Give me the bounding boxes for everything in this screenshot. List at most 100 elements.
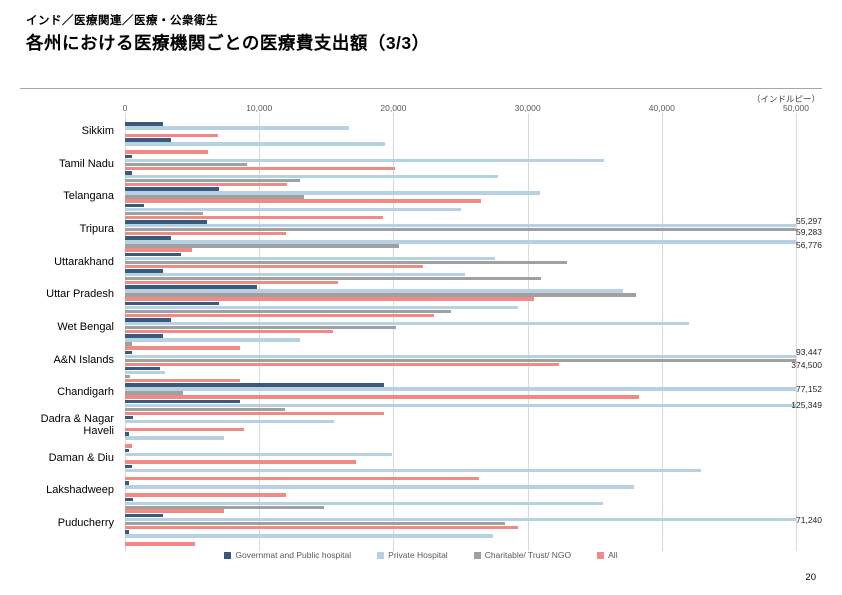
bar-private-hospital: [125, 174, 499, 179]
bar-charitable-trust-ngo: [125, 227, 796, 232]
bar-governmat-and-public-hospital: [125, 334, 163, 338]
bar-all: [125, 525, 519, 530]
chart-legend: Governmat and Public hospital Private Hos…: [0, 550, 842, 560]
bar-governmat-and-public-hospital: [125, 366, 160, 371]
bar-all: [125, 313, 434, 318]
bar-all: [125, 133, 218, 138]
bar-all: [125, 329, 333, 334]
bar-private-hospital: [125, 305, 519, 310]
bar-all: [125, 460, 356, 464]
bar-charitable-trust-ngo: [125, 276, 541, 281]
category-label: Tripura: [79, 222, 114, 235]
gridline: [527, 113, 529, 551]
bar-governmat-and-public-hospital: [125, 481, 129, 485]
bar-charitable-trust-ngo: [125, 407, 285, 412]
bar-private-hospital: [125, 501, 603, 506]
bar-charitable-trust-ngo: [125, 374, 131, 379]
legend-item: Private Hospital: [377, 550, 448, 560]
bar-all: [125, 509, 225, 513]
bar-all: [125, 297, 535, 301]
page-title: 各州における医療機関ごとの医療費支出額（3/3）: [26, 33, 430, 53]
legend-swatch-icon: [224, 551, 232, 559]
legend-label: Private Hospital: [388, 550, 448, 560]
bar-all: [125, 264, 423, 269]
bar-private-hospital: [125, 403, 796, 408]
bar-private-hospital: [125, 387, 796, 391]
bar-governmat-and-public-hospital: [125, 432, 129, 436]
bar-value-label: 125,349: [791, 400, 822, 411]
bar-governmat-and-public-hospital: [125, 530, 129, 534]
bar-private-hospital: [125, 485, 634, 489]
axis-unit-label: （インドルピー）: [751, 94, 820, 104]
bar-charitable-trust-ngo: [125, 211, 203, 216]
category-label: Wet Bengal: [57, 320, 114, 333]
bar-all: [125, 493, 286, 497]
bar-private-hospital: [125, 256, 496, 261]
bar-charitable-trust-ngo: [125, 521, 505, 526]
legend-label: Charitable/ Trust/ NGO: [484, 550, 572, 560]
bar-private-hospital: [125, 289, 623, 293]
x-tick-label: 20,000: [380, 103, 407, 113]
bar-all: [125, 215, 383, 220]
bar-all: [125, 280, 339, 285]
legend-label: All: [608, 550, 618, 560]
x-tick-label: 0: [122, 103, 128, 113]
legend-item: Charitable/ Trust/ NGO: [473, 550, 572, 560]
bar-all: [125, 395, 639, 399]
bar-private-hospital: [125, 191, 540, 195]
bar-governmat-and-public-hospital: [125, 171, 132, 175]
bar-private-hospital: [125, 126, 350, 130]
bar-all: [125, 248, 193, 252]
bar-all: [125, 476, 480, 481]
bar-governmat-and-public-hospital: [125, 318, 171, 322]
bar-private-hospital: [125, 207, 461, 212]
category-label: Daman & Diu: [48, 451, 114, 464]
bar-governmat-and-public-hospital: [125, 154, 133, 159]
bar-value-label: 55,297: [796, 216, 822, 227]
bar-value-label: 56,776: [796, 239, 822, 250]
bar-charitable-trust-ngo: [125, 178, 300, 183]
bar-all: [125, 346, 241, 350]
gridline: [393, 113, 395, 551]
bar-governmat-and-public-hospital: [125, 236, 171, 240]
bar-private-hospital: [125, 452, 393, 457]
bar-all: [125, 199, 482, 203]
category-label: Telangana: [63, 190, 114, 203]
title-divider: [20, 88, 822, 89]
bar-value-label: 59,283: [796, 226, 822, 237]
bar-all: [125, 427, 245, 432]
bar-charitable-trust-ngo: [125, 195, 305, 199]
legend-label: Governmat and Public hospital: [235, 550, 352, 560]
legend-swatch-icon: [473, 551, 481, 559]
bar-charitable-trust-ngo: [125, 293, 637, 297]
x-tick-label: 40,000: [648, 103, 675, 113]
category-label: Chandigarh: [57, 386, 114, 399]
bar-governmat-and-public-hospital: [125, 138, 171, 142]
bar-charitable-trust-ngo: [125, 260, 567, 265]
legend-swatch-icon: [597, 551, 605, 559]
bar-governmat-and-public-hospital: [125, 187, 219, 191]
category-label: Uttar Pradesh: [46, 288, 114, 301]
bar-charitable-trust-ngo: [125, 325, 397, 330]
legend-item: All: [597, 550, 618, 560]
legend-item: Governmat and Public hospital: [224, 550, 351, 560]
bar-governmat-and-public-hospital: [125, 122, 163, 126]
bar-value-label: 71,240: [796, 514, 822, 525]
x-tick-label: 50,000: [783, 103, 809, 113]
bar-private-hospital: [125, 223, 796, 228]
bar-private-hospital: [125, 534, 493, 538]
bar-all: [125, 444, 133, 448]
category-label: Tamil Nadu: [58, 157, 114, 170]
bar-governmat-and-public-hospital: [125, 220, 207, 224]
bar-private-hospital: [125, 419, 335, 424]
bar-charitable-trust-ngo: [125, 391, 183, 395]
bar-private-hospital: [125, 468, 701, 473]
bar-charitable-trust-ngo: [125, 505, 324, 510]
category-label: Puducherry: [57, 516, 114, 529]
bar-private-hospital: [125, 240, 796, 244]
bar-all: [125, 362, 559, 367]
category-label: Sikkim: [81, 124, 114, 137]
gridline: [661, 113, 663, 551]
